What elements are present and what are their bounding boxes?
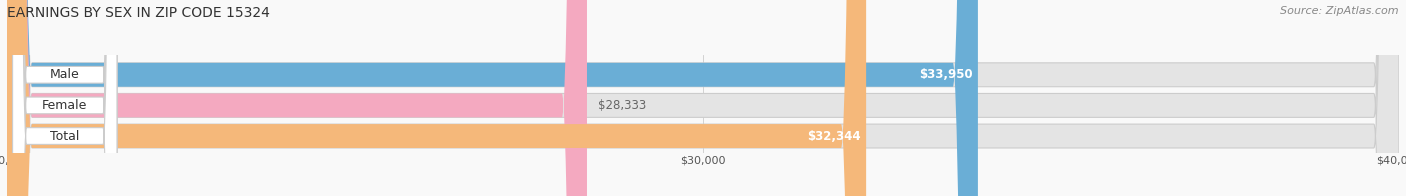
Text: EARNINGS BY SEX IN ZIP CODE 15324: EARNINGS BY SEX IN ZIP CODE 15324 (7, 6, 270, 20)
Text: $32,344: $32,344 (807, 130, 860, 142)
FancyBboxPatch shape (7, 0, 979, 196)
FancyBboxPatch shape (13, 0, 117, 196)
Text: Total: Total (51, 130, 80, 142)
FancyBboxPatch shape (7, 0, 1399, 196)
Text: $28,333: $28,333 (598, 99, 647, 112)
FancyBboxPatch shape (7, 0, 1399, 196)
Text: Source: ZipAtlas.com: Source: ZipAtlas.com (1281, 6, 1399, 16)
Text: $33,950: $33,950 (918, 68, 973, 81)
FancyBboxPatch shape (13, 0, 117, 196)
FancyBboxPatch shape (7, 0, 586, 196)
FancyBboxPatch shape (7, 0, 866, 196)
FancyBboxPatch shape (7, 0, 1399, 196)
FancyBboxPatch shape (13, 0, 117, 196)
Text: Male: Male (51, 68, 80, 81)
Text: Female: Female (42, 99, 87, 112)
